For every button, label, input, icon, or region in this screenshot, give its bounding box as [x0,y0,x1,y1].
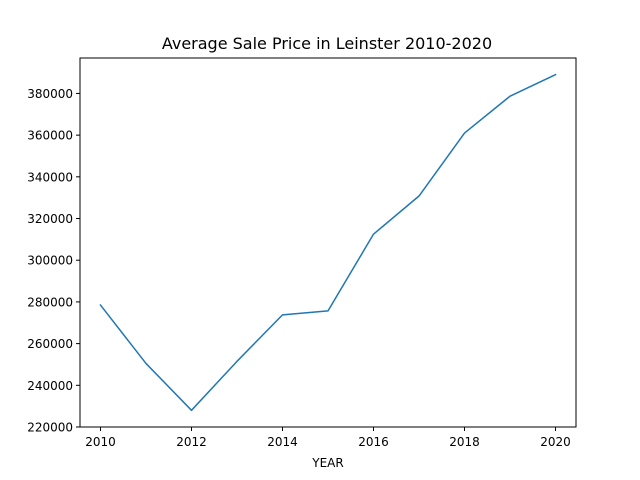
x-tick-label: 2010 [85,435,116,449]
y-tick-label: 360000 [27,129,73,143]
x-tick-label: 2016 [358,435,389,449]
x-axis: 2010 2012 2014 2016 2018 2020 [85,427,571,449]
y-tick-label: 380000 [27,87,73,101]
x-tick-label: 2012 [176,435,207,449]
y-tick-label: 340000 [27,170,73,184]
y-tick-label: 220000 [27,421,73,435]
series-line [99,73,557,412]
plot-frame [79,57,577,428]
y-tick-label: 240000 [27,379,73,393]
x-tick-label: 2020 [540,435,571,449]
plot-series [99,73,557,412]
y-tick-label: 320000 [27,212,73,226]
x-axis-label: YEAR [311,456,343,470]
x-tick-label: 2018 [449,435,480,449]
y-tick-label: 260000 [27,337,73,351]
y-axis: 220000 240000 260000 280000 300000 320000 3400… [27,87,80,435]
chart-title: Average Sale Price in Leinster 2010-2020 [162,34,492,53]
y-tick-label: 280000 [27,295,73,309]
x-tick-label: 2014 [267,435,298,449]
y-tick-label: 300000 [27,254,73,268]
